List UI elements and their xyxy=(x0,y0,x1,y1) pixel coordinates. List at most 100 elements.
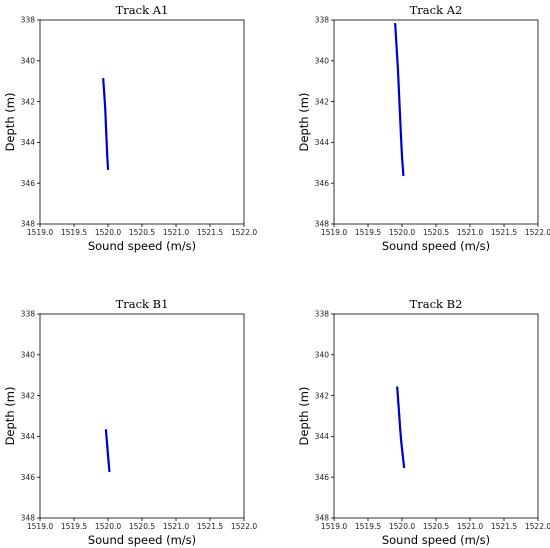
subplot-3: Track B1 1519.0 1519.5 1520.0 1520.5 1521.0 15… xyxy=(3,297,257,547)
x-tick-label: 1519.5 xyxy=(355,522,381,531)
x-tick-label: 1519.0 xyxy=(27,522,53,531)
y-tick-label: 340 xyxy=(21,57,36,66)
y-tick-label: 346 xyxy=(315,473,330,482)
plot-frame xyxy=(39,313,245,519)
data-point xyxy=(396,67,400,71)
data-point xyxy=(394,22,397,26)
y-tick-label: 338 xyxy=(315,16,330,25)
series-line xyxy=(394,22,405,177)
chart-title: Track B2 xyxy=(410,297,463,311)
y-tick-label: 346 xyxy=(21,179,36,188)
chart-title: Track A2 xyxy=(410,3,463,17)
x-tick-label: 1520.0 xyxy=(95,228,121,237)
x-tick-label: 1521.0 xyxy=(163,228,189,237)
y-tick-label: 348 xyxy=(315,514,330,523)
plot-frame xyxy=(39,19,245,225)
y-tick-label: 346 xyxy=(315,179,330,188)
x-tick-label: 1522.0 xyxy=(231,522,257,531)
data-point xyxy=(103,92,106,95)
x-tick-label: 1519.0 xyxy=(321,228,347,237)
x-tick-label: 1520.5 xyxy=(129,522,155,531)
x-tick-label: 1520.0 xyxy=(389,522,415,531)
data-point xyxy=(395,45,398,48)
y-tick-label: 338 xyxy=(21,310,36,319)
data-point xyxy=(106,155,109,158)
x-tick-label: 1521.5 xyxy=(197,228,223,237)
x-tick-label: 1519.5 xyxy=(61,228,87,237)
data-point xyxy=(397,90,401,93)
data-point xyxy=(107,461,110,465)
x-tick-label: 1521.5 xyxy=(197,522,223,531)
y-axis-label: Depth (m) xyxy=(297,387,311,446)
data-point xyxy=(402,465,406,469)
y-axis-label: Depth (m) xyxy=(297,93,311,152)
data-point xyxy=(398,414,401,418)
y-tick-label: 348 xyxy=(21,514,36,523)
x-tick-label: 1522.0 xyxy=(525,228,550,237)
x-tick-label: 1519.0 xyxy=(321,522,347,531)
y-tick-label: 342 xyxy=(315,391,330,400)
x-axis-label: Sound speed (m/s) xyxy=(382,533,490,547)
chart-title: Track B1 xyxy=(116,297,169,311)
y-tick-label: 348 xyxy=(21,220,36,229)
y-tick-label: 346 xyxy=(21,473,36,482)
subplot-2: Track A2 1519.0 1519.5 1520.0 1520.5 1521.0 15… xyxy=(297,3,550,253)
y-tick-label: 340 xyxy=(315,57,330,66)
y-tick-label: 342 xyxy=(21,391,36,400)
data-point xyxy=(105,141,108,144)
data-point xyxy=(106,167,110,171)
y-tick-label: 348 xyxy=(315,220,330,229)
x-tick-label: 1520.5 xyxy=(129,228,155,237)
x-tick-label: 1520.5 xyxy=(423,228,449,237)
y-tick-label: 340 xyxy=(315,351,330,360)
y-tick-label: 344 xyxy=(21,138,36,147)
x-tick-label: 1520.0 xyxy=(95,522,121,531)
x-tick-label: 1521.5 xyxy=(491,522,517,531)
x-tick-label: 1521.0 xyxy=(457,522,483,531)
x-axis-label: Sound speed (m/s) xyxy=(88,533,196,547)
data-point xyxy=(104,108,107,111)
x-tick-label: 1521.0 xyxy=(457,228,483,237)
y-tick-label: 342 xyxy=(315,97,330,106)
subplot-1: Track A1 1519.0 1519.5 1520.0 1520.5 1521.0 15… xyxy=(3,3,257,253)
data-point xyxy=(106,453,110,456)
data-point xyxy=(108,469,111,473)
y-tick-label: 344 xyxy=(315,432,330,441)
x-axis-label: Sound speed (m/s) xyxy=(382,239,490,253)
x-tick-label: 1519.5 xyxy=(355,228,381,237)
y-axis-label: Depth (m) xyxy=(3,93,17,152)
chart-title: Track A1 xyxy=(116,3,169,17)
plot-frame xyxy=(333,313,539,519)
y-tick-label: 342 xyxy=(21,97,36,106)
data-point xyxy=(398,112,402,115)
data-point xyxy=(102,78,105,81)
data-point xyxy=(106,445,109,448)
y-axis-label: Depth (m) xyxy=(3,387,17,446)
data-point xyxy=(400,441,403,444)
y-tick-label: 344 xyxy=(21,432,36,441)
x-tick-label: 1519.0 xyxy=(27,228,53,237)
data-point xyxy=(105,437,108,440)
data-point xyxy=(399,429,402,432)
plot-frame xyxy=(333,19,539,225)
x-tick-label: 1520.0 xyxy=(389,228,415,237)
x-axis-label: Sound speed (m/s) xyxy=(88,239,196,253)
x-tick-label: 1522.0 xyxy=(231,228,257,237)
y-tick-label: 338 xyxy=(315,310,330,319)
data-point xyxy=(400,155,404,158)
data-point xyxy=(396,386,399,389)
y-tick-label: 344 xyxy=(315,138,330,147)
subplot-4: Track B2 1519.0 1519.5 1520.0 1520.5 1521.0 15… xyxy=(297,297,550,547)
data-point xyxy=(401,453,404,456)
x-tick-label: 1520.5 xyxy=(423,522,449,531)
data-point xyxy=(399,135,403,138)
data-point xyxy=(402,173,405,177)
x-tick-label: 1522.0 xyxy=(525,522,550,531)
x-tick-label: 1521.0 xyxy=(163,522,189,531)
y-tick-label: 340 xyxy=(21,351,36,360)
x-tick-label: 1519.5 xyxy=(61,522,87,531)
y-tick-label: 338 xyxy=(21,16,36,25)
data-point xyxy=(397,400,400,403)
data-point xyxy=(104,429,108,432)
